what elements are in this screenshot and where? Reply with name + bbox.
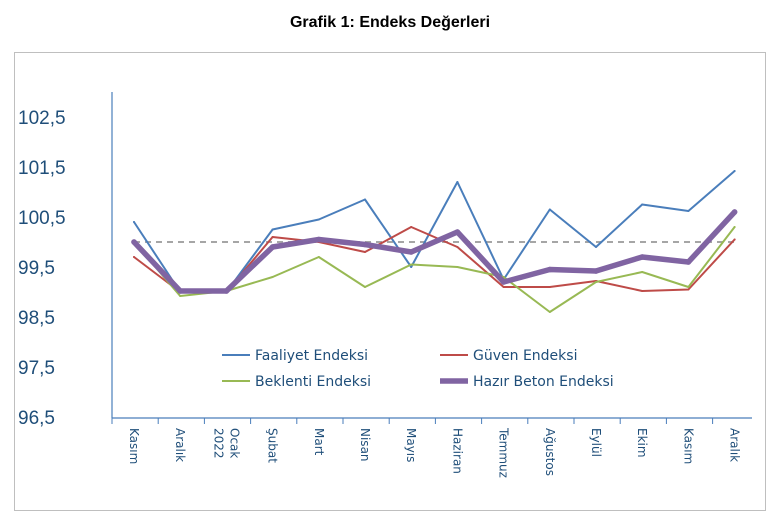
data-point bbox=[410, 263, 413, 266]
data-point bbox=[731, 209, 738, 215]
x-tick-label: Eylül bbox=[589, 428, 603, 457]
data-point bbox=[223, 288, 230, 294]
data-point bbox=[687, 210, 690, 212]
data-point bbox=[410, 266, 413, 268]
data-point bbox=[685, 259, 692, 265]
series-line-4 bbox=[131, 209, 738, 294]
data-point bbox=[271, 228, 274, 231]
data-point bbox=[456, 266, 459, 268]
data-point bbox=[177, 288, 183, 294]
data-point bbox=[316, 236, 322, 243]
data-point bbox=[410, 226, 413, 228]
x-tick-label: Kasım bbox=[127, 428, 141, 464]
x-tick-label: Aralık bbox=[728, 428, 742, 462]
legend: Faaliyet Endeksi Güven Endeksi Beklenti En… bbox=[222, 348, 614, 390]
data-point bbox=[133, 256, 135, 258]
data-point bbox=[456, 246, 459, 248]
legend-label: Hazır Beton Endeksi bbox=[473, 374, 614, 390]
y-tick-label: 101,5 bbox=[18, 158, 66, 179]
data-point bbox=[595, 281, 597, 283]
y-tick-label: 102,5 bbox=[18, 108, 66, 129]
series-group bbox=[131, 170, 738, 313]
data-point bbox=[269, 244, 276, 250]
series-line-3 bbox=[133, 226, 736, 313]
data-point bbox=[548, 311, 551, 313]
x-tick-label: Haziran bbox=[450, 428, 464, 474]
y-tick-labels: 102,5 101,5 100,5 99,5 98,5 97,5 96,5 bbox=[18, 108, 66, 429]
x-tick-label: Temmuz bbox=[497, 427, 511, 478]
chart-frame bbox=[14, 52, 766, 511]
data-point bbox=[271, 236, 274, 238]
x-tick-label: Mayıs bbox=[404, 428, 418, 462]
x-tick-label: Kasım bbox=[681, 428, 695, 464]
data-point bbox=[271, 276, 274, 278]
data-point bbox=[454, 229, 461, 235]
data-point bbox=[500, 279, 507, 285]
chart-title: Grafik 1: Endeks Değerleri bbox=[289, 14, 491, 31]
x-tick-label: 2022 bbox=[211, 428, 225, 459]
data-point bbox=[641, 290, 644, 292]
data-point bbox=[733, 226, 736, 228]
data-point bbox=[595, 246, 597, 248]
data-point bbox=[364, 286, 366, 288]
y-tick-label: 96,5 bbox=[18, 408, 55, 429]
data-point bbox=[687, 288, 690, 291]
data-point bbox=[362, 241, 368, 248]
data-point bbox=[547, 266, 553, 273]
data-point bbox=[641, 271, 644, 273]
x-tick-label: Ekim bbox=[635, 428, 649, 458]
legend-label: Beklenti Endeksi bbox=[255, 374, 371, 390]
y-tick-label: 98,5 bbox=[18, 308, 55, 329]
data-point bbox=[502, 286, 505, 288]
data-point bbox=[408, 249, 414, 255]
data-point bbox=[687, 286, 690, 288]
data-point bbox=[548, 286, 551, 288]
x-tick-label: Aralık bbox=[173, 428, 187, 462]
data-point bbox=[317, 218, 320, 221]
data-point bbox=[364, 198, 366, 201]
data-point bbox=[641, 203, 644, 206]
data-point bbox=[733, 170, 736, 172]
legend-label: Faaliyet Endeksi bbox=[255, 348, 368, 364]
data-point bbox=[593, 268, 599, 274]
data-point bbox=[364, 251, 366, 253]
axes bbox=[111, 92, 752, 424]
data-point bbox=[317, 256, 320, 258]
data-point bbox=[179, 295, 182, 297]
data-point bbox=[639, 254, 645, 260]
legend-label: Güven Endeksi bbox=[473, 348, 577, 364]
y-tick-label: 99,5 bbox=[18, 258, 55, 279]
data-point bbox=[548, 208, 551, 211]
data-point bbox=[733, 238, 736, 241]
y-tick-label: 100,5 bbox=[18, 208, 66, 229]
y-tick-label: 97,5 bbox=[18, 358, 55, 379]
data-point bbox=[131, 239, 137, 245]
x-tick-label: Ocak bbox=[227, 428, 241, 458]
x-tick-label: Mart bbox=[312, 428, 326, 456]
data-point bbox=[133, 221, 135, 223]
series-line-1 bbox=[133, 170, 736, 293]
data-point bbox=[456, 181, 459, 183]
x-tick-label: Nisan bbox=[358, 428, 372, 462]
x-tick-label: Ağustos bbox=[543, 428, 557, 476]
x-tick-label: Şubat bbox=[266, 428, 280, 463]
